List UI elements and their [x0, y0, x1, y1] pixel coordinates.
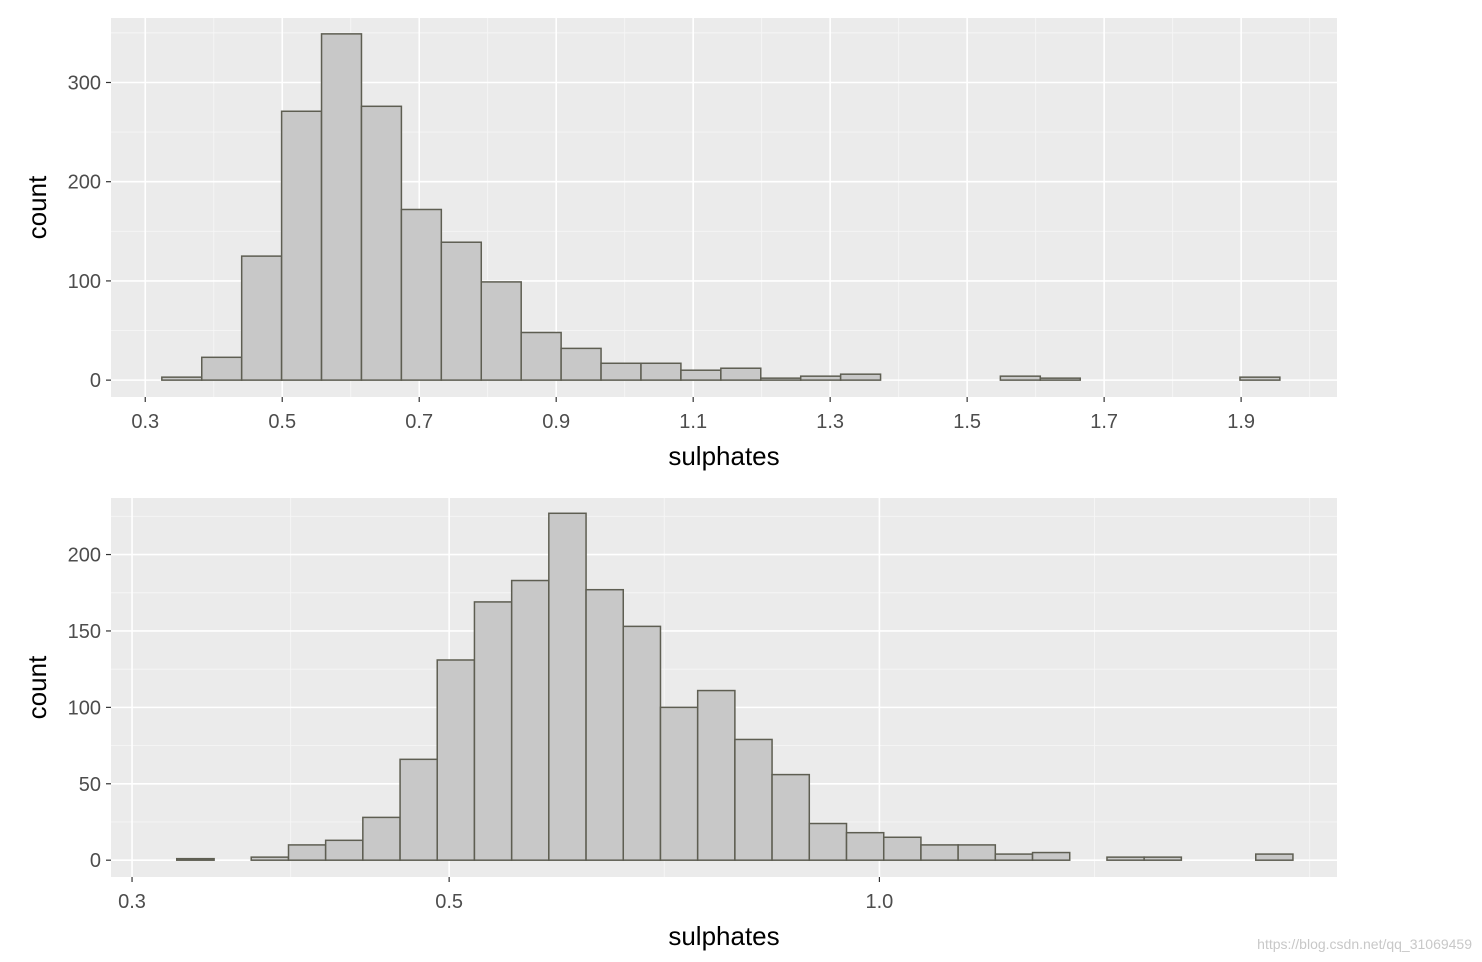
y-axis-title: count [22, 655, 52, 719]
histogram-bar [680, 369, 722, 381]
x-axis-title: sulphates [668, 921, 779, 951]
x-tick-label: 0.5 [268, 411, 296, 433]
histogram-bar [400, 208, 443, 381]
histogram-bar [720, 367, 762, 381]
x-tick-label: 0.9 [542, 411, 570, 433]
histogram-bar [360, 105, 403, 381]
histogram-bar [399, 758, 438, 861]
x-tick-label: 1.0 [866, 891, 894, 913]
histogram-bar [920, 844, 959, 861]
histogram-bar [799, 375, 842, 381]
y-tick-label: 200 [68, 172, 101, 194]
y-tick-label: 50 [79, 774, 101, 796]
histogram-bar [585, 588, 625, 861]
watermark-text: https://blog.csdn.net/qq_31069459 [1257, 936, 1472, 952]
histogram-bar [845, 831, 885, 861]
y-tick-label: 0 [90, 370, 101, 392]
y-tick-label: 100 [68, 271, 101, 293]
histogram-bar [1255, 853, 1294, 861]
histogram-bar [1031, 851, 1071, 861]
histogram-bar [600, 362, 642, 381]
x-tick-label: 1.1 [679, 411, 707, 433]
histogram-bar [560, 347, 602, 381]
x-tick-label: 0.5 [435, 891, 463, 913]
histogram-bar [734, 738, 773, 861]
y-tick-label: 0 [90, 850, 101, 872]
histogram-bar [994, 853, 1034, 861]
histogram-bar [240, 255, 283, 381]
x-tick-label: 1.5 [953, 411, 981, 433]
histogram-bar [480, 281, 522, 381]
histogram-bar [362, 816, 401, 861]
histogram-bar [622, 625, 662, 861]
x-tick-label: 1.3 [816, 411, 844, 433]
histogram-bar [839, 373, 882, 381]
y-axis-title: count [22, 175, 52, 239]
x-tick-label: 0.3 [118, 891, 146, 913]
histogram-bar [1106, 856, 1145, 861]
histogram-bar [250, 856, 290, 861]
histogram-bar [1143, 856, 1183, 861]
histogram-bar [640, 362, 682, 381]
histogram-bar [280, 110, 323, 381]
histogram-bar [440, 241, 483, 381]
histogram-bar [1239, 376, 1281, 381]
histogram-bar [320, 33, 363, 381]
x-tick-label: 0.3 [131, 411, 159, 433]
histogram-bar [473, 601, 513, 861]
y-tick-label: 200 [68, 545, 101, 567]
x-tick-label: 1.9 [1227, 411, 1255, 433]
y-tick-label: 300 [68, 72, 101, 94]
histogram-bar [771, 773, 811, 861]
histogram-bar [808, 822, 848, 861]
histogram-bar [1039, 377, 1081, 381]
histogram-bar [287, 844, 327, 861]
histogram-bar [548, 512, 587, 861]
x-tick-label: 1.7 [1090, 411, 1118, 433]
histogram-bar [760, 377, 802, 381]
histogram-panel-log: 0.3 0.5 1.0 0 50 100 150 200 sulphates count [22, 498, 1337, 951]
histogram-bar [510, 579, 550, 861]
histogram-bar [696, 689, 736, 861]
y-tick-label: 150 [68, 621, 101, 643]
histogram-bar [999, 375, 1042, 381]
histogram-panel-linear: 0.3 0.5 0.7 0.9 1.1 1.3 1.5 1.7 1.9 0 100 200 300 sul… [22, 18, 1337, 471]
histogram-bar [324, 839, 364, 861]
histogram-bar [436, 659, 476, 861]
y-tick-label: 100 [68, 697, 101, 719]
histogram-bar [201, 356, 243, 381]
x-tick-label: 0.7 [405, 411, 433, 433]
histogram-bar [175, 857, 215, 861]
x-axis-title: sulphates [668, 441, 779, 471]
histogram-bar [520, 331, 562, 381]
histogram-bar [161, 376, 203, 381]
histogram-bar [957, 844, 997, 861]
histogram-bar [882, 836, 922, 861]
histogram-bar [659, 706, 699, 861]
